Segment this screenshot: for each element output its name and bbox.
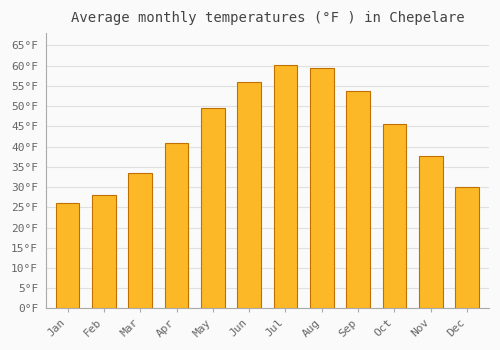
Bar (128, 173, 152, 308)
Bar (238, 82, 261, 308)
Title: Average monthly temperatures (°F ) in Chepelare: Average monthly temperatures (°F ) in Ch… (70, 11, 464, 25)
Bar (382, 124, 406, 308)
Bar (274, 65, 297, 308)
Bar (92, 195, 116, 308)
Bar (456, 187, 479, 308)
Bar (419, 156, 442, 308)
Bar (346, 91, 370, 308)
Bar (56, 203, 80, 308)
Bar (164, 142, 188, 308)
Bar (310, 68, 334, 308)
Bar (201, 108, 224, 308)
